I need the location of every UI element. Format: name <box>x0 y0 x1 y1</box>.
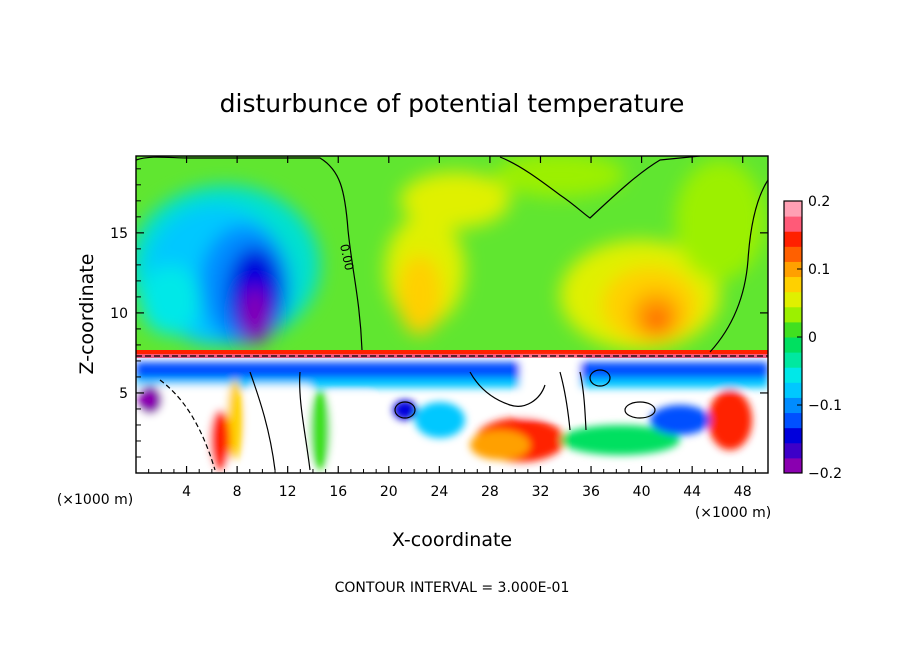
colorbar-tick-label: −0.1 <box>808 398 842 414</box>
colorbar-swatch <box>784 382 802 398</box>
colorbar-swatch <box>784 321 802 338</box>
x-tick-label: 44 <box>683 484 701 500</box>
colorbar: 0.2 0.1 0 −0.1 −0.2 <box>783 194 842 482</box>
colorbar-tick-label: 0.1 <box>808 262 830 278</box>
lower-white-3 <box>330 395 370 465</box>
weak-warm-right <box>675 160 765 280</box>
cold-left-patch <box>140 265 200 335</box>
colorbar-swatch <box>784 367 802 383</box>
x-tick-label: 24 <box>430 484 448 500</box>
lower-orange-patch <box>470 430 530 460</box>
x-tick-label: 4 <box>182 484 191 500</box>
lower-contour-e <box>579 371 587 431</box>
lower-contour-f <box>469 371 546 407</box>
y-axis-ticks: 5 10 15 <box>110 168 768 458</box>
colorbar-tick-label: −0.2 <box>808 466 842 482</box>
contour-lines <box>136 156 768 471</box>
contour-interval-note: CONTOUR INTERVAL = 3.000E-01 <box>335 580 570 596</box>
colorbar-swatch <box>784 276 802 293</box>
y-tick-label: 15 <box>110 226 128 242</box>
colorbar-swatch <box>784 427 802 444</box>
x-tick-label: 20 <box>380 484 398 500</box>
warm-band-top <box>400 172 510 228</box>
heatmap-field: 0.00 <box>136 156 768 473</box>
x-tick-label: 48 <box>734 484 752 500</box>
lower-green-patch <box>560 425 680 455</box>
lower-contour-c <box>159 379 216 471</box>
lower-yellow-left <box>227 380 243 460</box>
x-tick-label: 12 <box>279 484 297 500</box>
chart-title: disturbunce of potential temperature <box>220 89 685 118</box>
colorbar-swatch <box>784 291 802 308</box>
lower-contour-a <box>249 371 276 471</box>
lower-red-right <box>708 390 752 450</box>
colorbar-swatch <box>784 352 802 368</box>
lower-contour-loop-2 <box>589 369 611 387</box>
warm-region-a <box>398 255 442 335</box>
colorbar-swatch <box>784 261 802 278</box>
warm-core <box>646 308 668 332</box>
colorbar-swatch <box>784 337 802 353</box>
x-tick-label: 28 <box>481 484 499 500</box>
x-tick-label: 16 <box>329 484 347 500</box>
colorbar-tick-label: 0.2 <box>808 194 830 210</box>
x-tick-label: 36 <box>582 484 600 500</box>
weak-warm-top <box>495 156 625 197</box>
lower-green-left <box>310 390 330 470</box>
y-tick-label: 5 <box>119 386 128 402</box>
colorbar-swatch <box>784 231 802 247</box>
colorbar-swatch <box>784 442 802 459</box>
x-axis-unit-right: (×1000 m) <box>695 505 771 521</box>
x-tick-label: 8 <box>233 484 242 500</box>
y-axis-title: Z-coordinate <box>76 254 98 375</box>
colorbar-swatch <box>784 457 802 474</box>
colorbar-swatch <box>784 412 802 429</box>
lower-purple-patch <box>138 386 162 414</box>
lower-white-4 <box>520 360 580 415</box>
contour-label: 0.00 <box>337 243 356 272</box>
zero-contour-right <box>499 156 768 353</box>
colorbar-swatch <box>784 216 802 232</box>
lower-blue-patch <box>393 400 417 420</box>
zero-contour-left <box>136 156 363 351</box>
lower-contour-d <box>559 371 571 431</box>
x-tick-label: 40 <box>633 484 651 500</box>
x-axis-ticks: 4 8 12 16 20 24 28 32 36 40 44 48 <box>148 156 756 500</box>
upper-field <box>136 156 765 350</box>
cold-core <box>243 287 267 343</box>
lower-cyan-band <box>136 378 768 388</box>
x-axis-title: X-coordinate <box>392 529 512 551</box>
lower-contour-loop-3 <box>624 401 656 419</box>
x-tick-label: 32 <box>532 484 550 500</box>
colorbar-swatch <box>784 306 802 323</box>
lower-blue-right <box>650 405 710 435</box>
lower-red-left <box>210 410 230 470</box>
colorbar-tick-label: 0 <box>808 330 817 346</box>
lower-contour-loop-1 <box>394 401 416 419</box>
colorbar-swatch <box>784 201 802 217</box>
y-tick-label: 10 <box>110 306 128 322</box>
lower-cyan-mid <box>415 402 465 438</box>
colorbar-swatch <box>784 246 802 262</box>
lower-contour-b <box>299 371 311 471</box>
x-axis-unit: (×1000 m) <box>57 492 133 508</box>
colorbar-swatch <box>784 397 802 414</box>
lower-blue-band <box>136 362 768 380</box>
